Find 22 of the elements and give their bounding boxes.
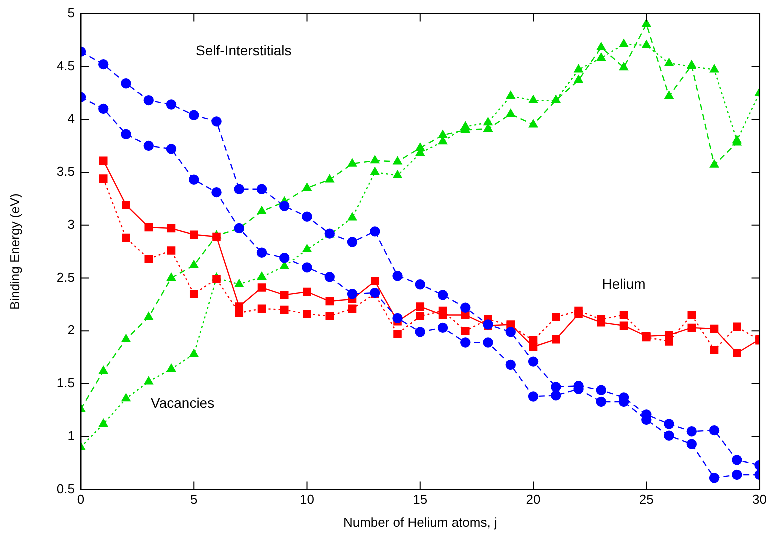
y-tick-label: 1 <box>68 428 75 444</box>
y-tick-label: 1.5 <box>56 376 75 391</box>
annotation: Vacancies <box>151 394 215 411</box>
x-tick-label: 10 <box>300 492 314 508</box>
y-tick-label: 2.5 <box>56 270 75 285</box>
y-tick-label: 3 <box>68 216 75 232</box>
x-tick-label: 5 <box>190 492 198 508</box>
x-tick-label: 25 <box>639 492 654 508</box>
y-axis-title: Binding Energy (eV) <box>7 194 22 310</box>
y-tick-label: 4.5 <box>56 58 75 74</box>
y-tick-label: 4 <box>68 111 75 126</box>
x-tick-label: 20 <box>526 492 541 508</box>
y-tick-label: 0.5 <box>56 481 75 496</box>
x-tick-label: 30 <box>752 492 768 508</box>
annotation: Self-Interstitials <box>196 42 292 59</box>
x-axis-title: Number of Helium atoms, j <box>343 514 498 530</box>
y-tick-label: 5 <box>68 5 75 20</box>
annotation: Helium <box>602 276 646 292</box>
y-tick-label: 2 <box>68 322 75 338</box>
x-tick-label: 15 <box>413 492 428 508</box>
y-tick-label: 3.5 <box>56 164 75 180</box>
x-tick-label: 0 <box>77 492 85 508</box>
